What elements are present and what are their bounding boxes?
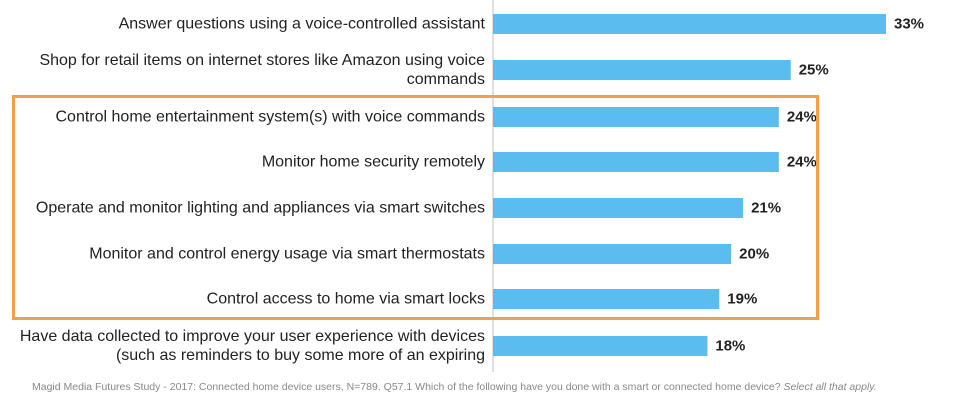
data-label: 25%	[798, 61, 829, 79]
data-label: 19%	[727, 290, 758, 308]
data-label: 24%	[786, 108, 817, 126]
category-label: Operate and monitor lighting and applian…	[35, 199, 485, 217]
bar	[493, 198, 744, 218]
bar	[493, 244, 732, 264]
category-label: Have data collected to improve your user…	[19, 328, 485, 364]
bar	[493, 14, 886, 34]
bar	[493, 60, 791, 80]
footnote-text: Magid Media Futures Study - 2017: Connec…	[32, 381, 781, 393]
footnote-emphasis: Select all that apply.	[783, 381, 877, 393]
category-label: Answer questions using a voice-controlle…	[118, 15, 485, 33]
data-label: 24%	[786, 153, 817, 171]
bar	[493, 289, 720, 309]
category-label: Monitor and control energy usage via sma…	[89, 245, 485, 263]
category-label: Control home entertainment system(s) wit…	[55, 108, 486, 126]
data-label: 33%	[894, 15, 925, 33]
bar	[493, 152, 779, 172]
bar	[493, 336, 708, 356]
category-label: Control access to home via smart locks	[206, 290, 485, 308]
footnote: Magid Media Futures Study - 2017: Connec…	[32, 381, 877, 393]
data-label: 18%	[715, 337, 746, 355]
category-label: Monitor home security remotely	[261, 153, 485, 171]
data-label: 20%	[739, 245, 770, 263]
data-label: 21%	[751, 199, 782, 217]
category-label: Shop for retail items on internet stores…	[39, 52, 485, 88]
bar	[493, 107, 779, 127]
